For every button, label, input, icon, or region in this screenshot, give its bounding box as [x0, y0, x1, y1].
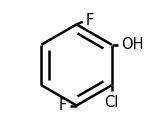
Text: F: F: [59, 98, 67, 113]
Text: F: F: [86, 13, 94, 28]
Text: OH: OH: [121, 37, 144, 52]
Text: Cl: Cl: [104, 95, 119, 110]
